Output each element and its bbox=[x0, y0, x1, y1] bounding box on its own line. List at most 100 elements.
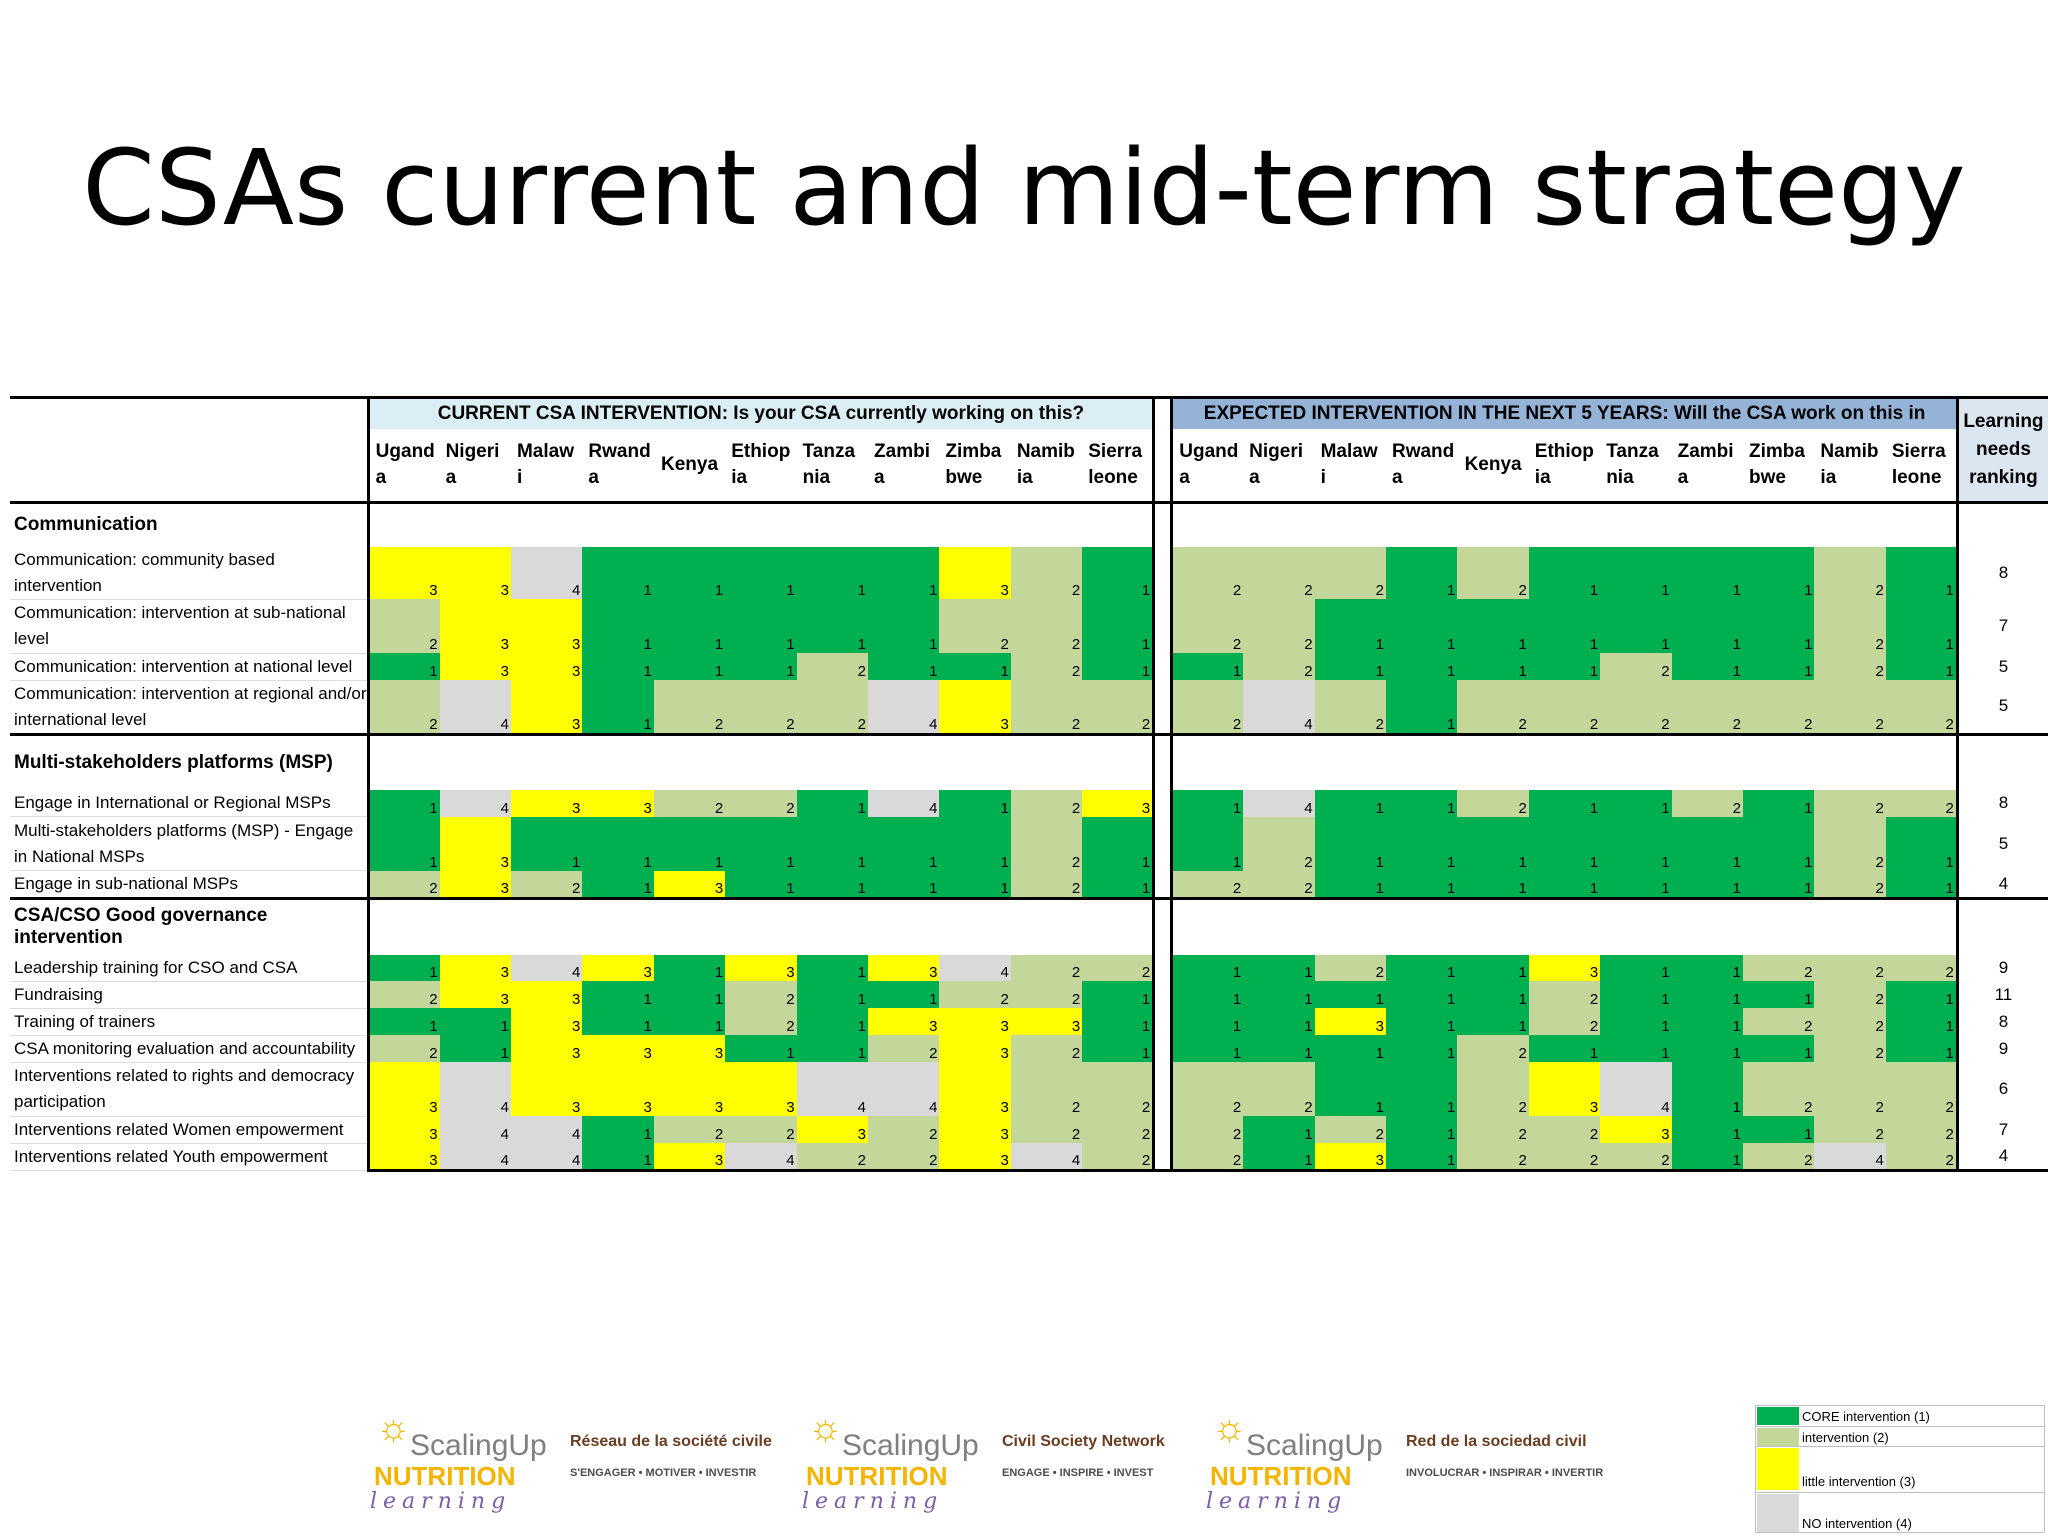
current-value-cell: 1 bbox=[1082, 816, 1154, 871]
current-value-cell: 2 bbox=[796, 653, 869, 680]
country-name-line: a bbox=[1249, 467, 1260, 488]
current-value-cell: 1 bbox=[796, 546, 869, 599]
country-header: Malaw i bbox=[510, 429, 583, 504]
current-value-cell: 3 bbox=[868, 954, 940, 981]
separator bbox=[1152, 653, 1174, 680]
current-value-cell: 3 bbox=[653, 870, 726, 899]
country-name-line: Nigeri bbox=[445, 441, 500, 462]
expected-value-cell: 1 bbox=[1457, 1008, 1529, 1035]
current-value-cell: 2 bbox=[725, 1116, 797, 1143]
legend-label: CORE intervention (1) bbox=[1802, 1409, 1930, 1424]
expected-value-cell: 1 bbox=[1243, 1143, 1315, 1172]
header-blank bbox=[10, 396, 370, 504]
current-value-cell: 3 bbox=[725, 954, 797, 981]
row-label: Communication: intervention at sub-natio… bbox=[10, 599, 370, 654]
row-label: Multi-stakeholders platforms (MSP) - Eng… bbox=[10, 816, 370, 871]
expected-value-cell: 1 bbox=[1385, 1008, 1458, 1035]
current-value-cell: 2 bbox=[1010, 870, 1083, 899]
row-label: Engage in sub-national MSPs bbox=[10, 870, 370, 899]
expected-value-cell: 2 bbox=[1814, 546, 1886, 599]
country-name-line: ia bbox=[1534, 467, 1551, 488]
country-name-line: leone bbox=[1891, 467, 1942, 488]
ranking-cell: 11 bbox=[1955, 981, 2048, 1008]
current-value-cell: 3 bbox=[939, 1008, 1011, 1035]
current-value-cell: 1 bbox=[653, 1008, 726, 1035]
expected-value-cell: 1 bbox=[1600, 1035, 1672, 1062]
expected-value-cell: 1 bbox=[1171, 981, 1244, 1008]
expected-value-cell: 1 bbox=[1600, 816, 1672, 871]
legend: CORE intervention (1) intervention (2) lit… bbox=[1755, 1405, 2045, 1533]
expected-value-cell: 1 bbox=[1385, 816, 1458, 871]
expected-value-cell: 2 bbox=[1814, 599, 1886, 653]
separator bbox=[1152, 897, 1174, 955]
expected-value-cell: 2 bbox=[1457, 790, 1529, 817]
expected-value-cell: 2 bbox=[1671, 790, 1744, 817]
section-blank bbox=[1171, 897, 1958, 955]
current-value-cell: 4 bbox=[939, 954, 1011, 981]
expected-value-cell: 1 bbox=[1385, 1062, 1458, 1116]
ranking-header-line: Learning bbox=[1963, 411, 2044, 432]
expected-value-cell: 2 bbox=[1600, 1143, 1672, 1172]
expected-value-cell: 1 bbox=[1600, 954, 1672, 981]
country-header: Kenya bbox=[1457, 429, 1529, 504]
sun-logo: ☼ ScalingUp NUTRITION Réseau de la société … bbox=[370, 1405, 790, 1515]
expected-value-cell: 1 bbox=[1385, 1035, 1458, 1062]
current-value-cell: 1 bbox=[653, 599, 726, 653]
current-value-cell: 1 bbox=[1082, 1035, 1154, 1062]
expected-value-cell: 1 bbox=[1671, 1035, 1744, 1062]
expected-value-cell: 1 bbox=[1885, 870, 1958, 899]
current-value-cell: 4 bbox=[1010, 1143, 1083, 1172]
logo-tagline: INVOLUCRAR • INSPIRAR • INVERTIR bbox=[1406, 1467, 1604, 1479]
legend-item: NO intervention (4) bbox=[1756, 1492, 2044, 1533]
current-value-cell: 1 bbox=[1082, 599, 1154, 653]
current-value-cell: 3 bbox=[368, 1062, 440, 1116]
expected-value-cell: 1 bbox=[1671, 653, 1744, 680]
current-value-cell: 1 bbox=[368, 954, 440, 981]
expected-value-cell: 3 bbox=[1528, 954, 1601, 981]
expected-value-cell: 2 bbox=[1743, 1062, 1815, 1116]
sun-icon: ☼ bbox=[376, 1407, 411, 1449]
expected-value-cell: 2 bbox=[1600, 680, 1672, 734]
expected-value-cell: 1 bbox=[1743, 1116, 1815, 1143]
current-value-cell: 1 bbox=[368, 653, 440, 680]
expected-value-cell: 1 bbox=[1600, 1008, 1672, 1035]
row-label: Communication: intervention at regional … bbox=[10, 680, 370, 735]
current-value-cell: 3 bbox=[796, 1116, 869, 1143]
current-value-cell: 2 bbox=[1010, 981, 1083, 1008]
expected-value-cell: 1 bbox=[1385, 653, 1458, 680]
current-value-cell: 3 bbox=[510, 653, 583, 680]
ranking-cell: 7 bbox=[1955, 1116, 2048, 1143]
current-value-cell: 2 bbox=[1010, 1062, 1083, 1116]
legend-item: intervention (2) bbox=[1756, 1426, 2044, 1447]
current-value-cell: 2 bbox=[1082, 954, 1154, 981]
country-name-line: Ugand bbox=[375, 441, 435, 462]
country-name-line: nia bbox=[802, 467, 831, 488]
separator bbox=[1152, 1035, 1174, 1062]
current-value-cell: 3 bbox=[939, 1062, 1011, 1116]
country-name-line: Rwand bbox=[1391, 441, 1455, 462]
expected-value-cell: 2 bbox=[1171, 1116, 1244, 1143]
expected-value-cell: 2 bbox=[1171, 870, 1244, 899]
legend-item: CORE intervention (1) bbox=[1756, 1406, 2044, 1426]
current-value-cell: 1 bbox=[939, 816, 1011, 871]
expected-value-cell: 2 bbox=[1457, 1143, 1529, 1172]
logo-network-name: Red de la sociedad civil bbox=[1406, 1433, 1587, 1450]
current-value-cell: 3 bbox=[1082, 790, 1154, 817]
row-label: Interventions related Youth empowerment bbox=[10, 1143, 370, 1171]
expected-value-cell: 2 bbox=[1885, 1116, 1958, 1143]
current-value-cell: 1 bbox=[796, 1008, 869, 1035]
country-name-line: Zambi bbox=[874, 441, 930, 462]
section-blank bbox=[368, 503, 1154, 547]
country-header: Zimba bwe bbox=[939, 429, 1011, 504]
expected-value-cell: 1 bbox=[1671, 816, 1744, 871]
expected-value-cell: 2 bbox=[1814, 680, 1886, 734]
current-value-cell: 3 bbox=[868, 1008, 940, 1035]
expected-value-cell: 1 bbox=[1457, 816, 1529, 871]
country-name-line: Nigeri bbox=[1249, 441, 1304, 462]
row-label: CSA monitoring evaluation and accountabi… bbox=[10, 1035, 370, 1063]
country-header: Zimba bwe bbox=[1743, 429, 1815, 504]
current-value-cell: 3 bbox=[582, 1035, 654, 1062]
country-name-line: a bbox=[1677, 467, 1689, 488]
current-value-cell: 3 bbox=[510, 599, 583, 653]
country-name-line: a bbox=[588, 467, 599, 488]
